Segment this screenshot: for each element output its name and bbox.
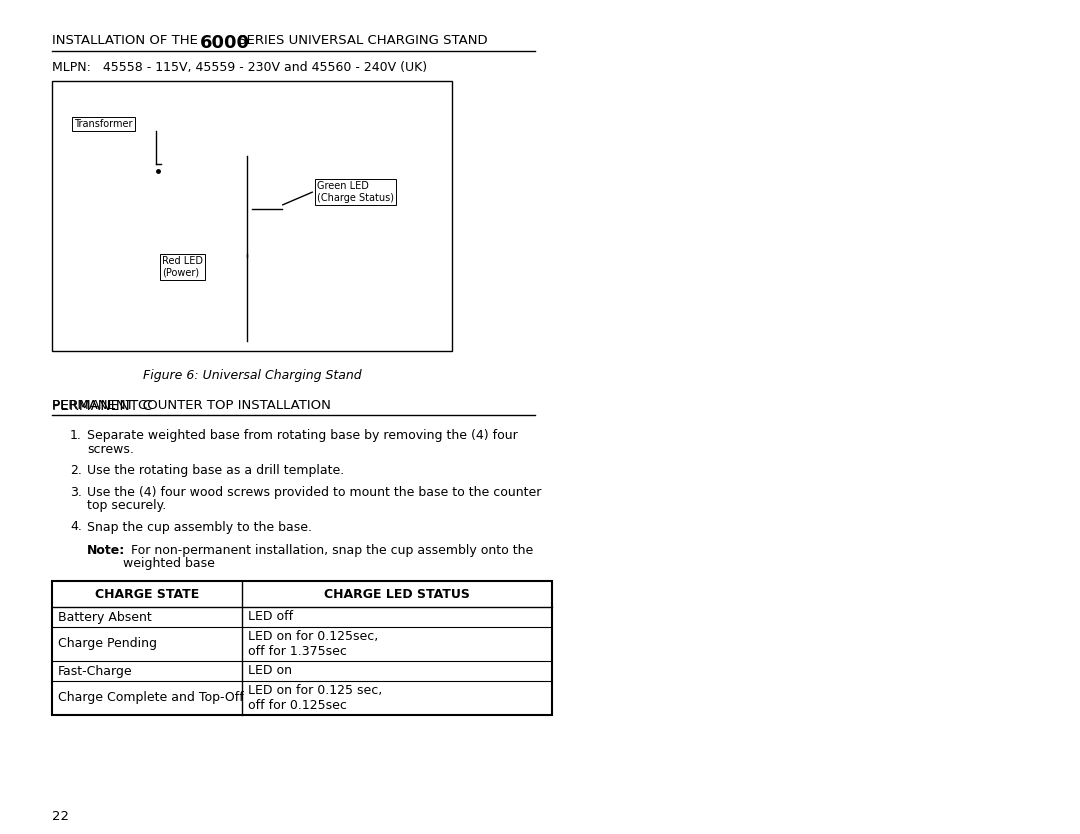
Text: Note:: Note: — [87, 544, 125, 557]
Text: 2.: 2. — [70, 464, 82, 477]
Text: Snap the cup assembly to the base.: Snap the cup assembly to the base. — [87, 520, 312, 534]
Text: Charge Pending: Charge Pending — [58, 637, 157, 651]
Text: MLPN:   45558 - 115V, 45559 - 230V and 45560 - 240V (UK): MLPN: 45558 - 115V, 45559 - 230V and 455… — [52, 61, 427, 74]
Text: top securely.: top securely. — [87, 499, 166, 512]
Bar — [52, 81, 453, 351]
Text: Fast-Charge: Fast-Charge — [58, 665, 133, 677]
Text: INSTALLATION OF THE: INSTALLATION OF THE — [52, 34, 202, 47]
Text: PERMANENT COUNTER TOP INSTALLATION: PERMANENT COUNTER TOP INSTALLATION — [52, 399, 330, 412]
Bar — [52, 581, 552, 715]
Text: 22: 22 — [52, 810, 69, 823]
Text: LED on for 0.125 sec,
off for 0.125sec: LED on for 0.125 sec, off for 0.125sec — [248, 684, 382, 712]
Text: Green LED
(Charge Status): Green LED (Charge Status) — [318, 181, 394, 203]
Text: Charge Complete and Top-Off: Charge Complete and Top-Off — [58, 691, 244, 705]
Text: CHARGE STATE: CHARGE STATE — [95, 587, 199, 600]
Text: 3.: 3. — [70, 485, 82, 499]
Text: CHARGE LED STATUS: CHARGE LED STATUS — [324, 587, 470, 600]
Text: 4.: 4. — [70, 520, 82, 534]
Text: Battery Absent: Battery Absent — [58, 610, 152, 624]
Text: Figure 6: Universal Charging Stand: Figure 6: Universal Charging Stand — [143, 369, 362, 382]
Text: Transformer: Transformer — [75, 119, 133, 129]
Text: weighted base: weighted base — [123, 557, 215, 570]
Text: LED on: LED on — [248, 665, 292, 677]
Text: SERIES UNIVERSAL CHARGING STAND: SERIES UNIVERSAL CHARGING STAND — [234, 34, 488, 47]
Text: For non-permanent installation, snap the cup assembly onto the: For non-permanent installation, snap the… — [123, 544, 534, 557]
Text: Use the rotating base as a drill template.: Use the rotating base as a drill templat… — [87, 464, 345, 477]
Text: Separate weighted base from rotating base by removing the (4) four: Separate weighted base from rotating bas… — [87, 429, 517, 442]
Text: LED off: LED off — [248, 610, 293, 624]
Text: PERMANENT C: PERMANENT C — [52, 399, 152, 413]
Text: 1.: 1. — [70, 429, 82, 442]
Text: 6000: 6000 — [200, 34, 249, 52]
Text: Use the (4) four wood screws provided to mount the base to the counter: Use the (4) four wood screws provided to… — [87, 485, 541, 499]
Text: Red LED
(Power): Red LED (Power) — [162, 256, 203, 278]
Text: screws.: screws. — [87, 443, 134, 455]
Text: LED on for 0.125sec,
off for 1.375sec: LED on for 0.125sec, off for 1.375sec — [248, 630, 378, 658]
